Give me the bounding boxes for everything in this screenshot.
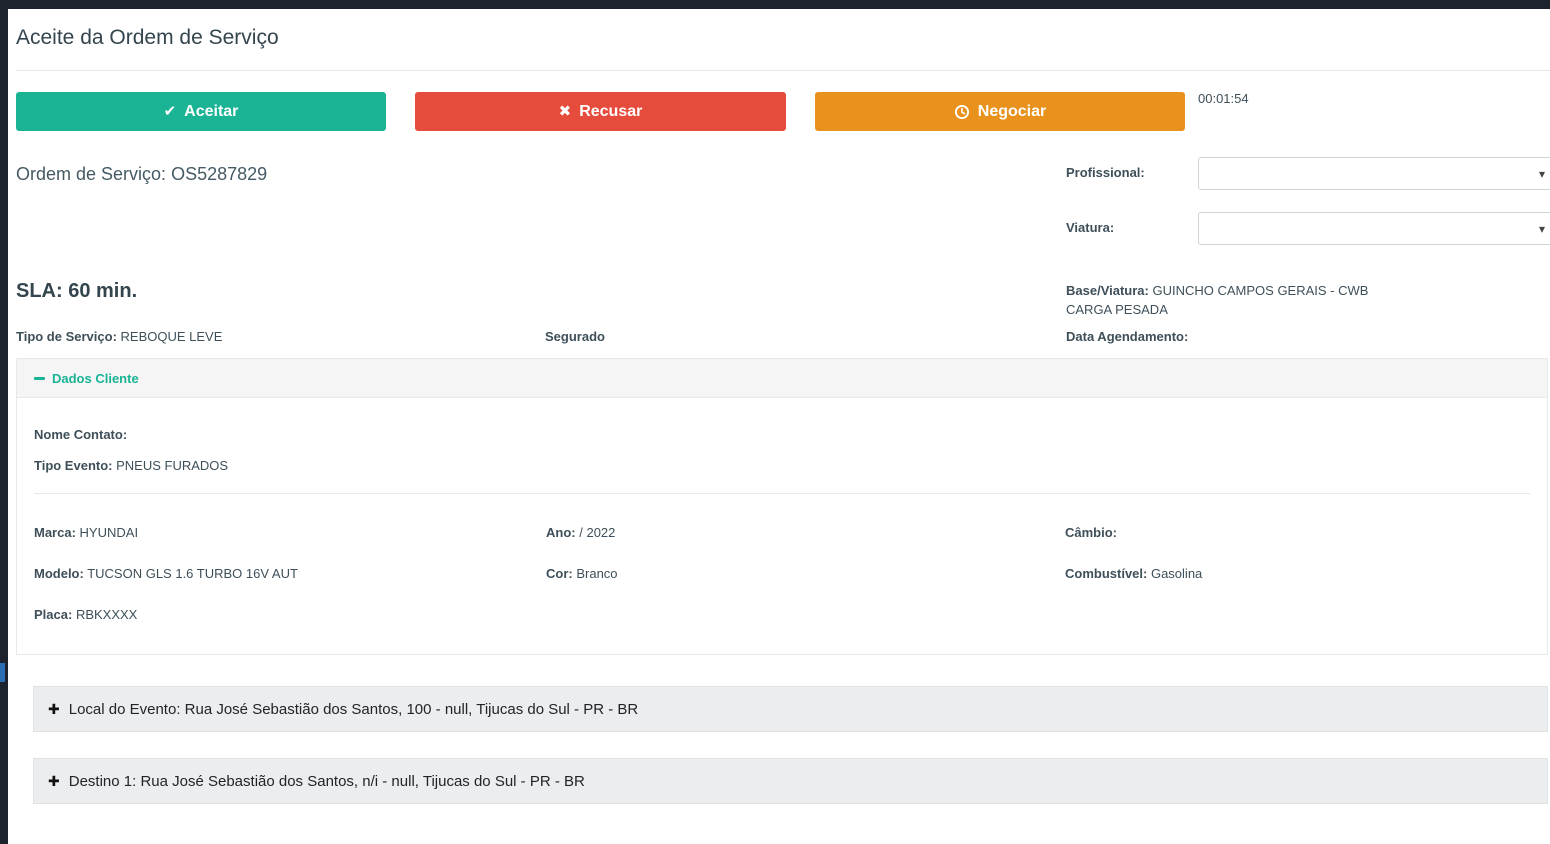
marca-value: HYUNDAI <box>79 525 139 540</box>
x-icon: ✖ <box>558 103 572 120</box>
ano-label: Ano: <box>546 525 576 540</box>
service-order-accept-modal: Aceite da Ordem de Serviço ✔ Aceitar ✖ R… <box>8 9 1550 844</box>
dados-cliente-panel: Dados Cliente Nome Contato: Tipo Evento:… <box>16 358 1548 655</box>
combustivel-label: Combustível: <box>1065 566 1148 581</box>
minus-icon <box>34 376 45 380</box>
tipo-evento-value: PNEUS FURADOS <box>116 458 229 473</box>
tipo-servico-field: Tipo de Serviço: REBOQUE LEVE <box>16 329 222 344</box>
local-evento-text: Local do Evento: Rua José Sebastião dos … <box>69 701 639 718</box>
professional-label: Profissional: <box>1066 165 1145 180</box>
placa-label: Placa: <box>34 607 73 622</box>
data-agendamento-field: Data Agendamento: <box>1066 329 1188 344</box>
ano-field: Ano: / 2022 <box>546 525 615 540</box>
marca-label: Marca: <box>34 525 76 540</box>
cor-label: Cor: <box>546 566 573 581</box>
marca-field: Marca: HYUNDAI <box>34 525 138 540</box>
cambio-field: Câmbio: <box>1065 525 1117 540</box>
check-icon: ✔ <box>163 103 177 120</box>
page-title: Aceite da Ordem de Serviço <box>16 26 279 49</box>
modelo-field: Modelo: TUCSON GLS 1.6 TURBO 16V AUT <box>34 566 298 581</box>
combustivel-field: Combustível: Gasolina <box>1065 566 1202 581</box>
vehicle-select[interactable]: ▾ <box>1198 212 1550 245</box>
tipo-servico-label: Tipo de Serviço: <box>16 329 117 344</box>
cor-field: Cor: Branco <box>546 566 618 581</box>
ano-value: / 2022 <box>579 525 616 540</box>
destino1-value: Rua José Sebastião dos Santos, n/i - nul… <box>140 772 585 790</box>
clock-icon <box>954 104 970 120</box>
base-viatura-value: GUINCHO CAMPOS GERAIS - CWB CARGA PESADA <box>1066 283 1369 317</box>
combustivel-value: Gasolina <box>1150 566 1203 581</box>
base-viatura-label: Base/Viatura: <box>1066 283 1149 298</box>
professional-select[interactable]: ▾ <box>1198 157 1550 190</box>
data-agendamento-label: Data Agendamento: <box>1066 329 1189 344</box>
plus-icon: ✚ <box>48 773 60 789</box>
chevron-down-icon: ▾ <box>1538 166 1545 181</box>
chevron-down-icon: ▾ <box>1538 221 1545 236</box>
sla-text: SLA: 60 min. <box>16 280 138 302</box>
background-page-accent <box>0 663 5 682</box>
refuse-button[interactable]: ✖ Recusar <box>415 92 786 131</box>
destino1-text: Destino 1: Rua José Sebastião dos Santos… <box>69 773 585 790</box>
title-divider <box>16 70 1550 71</box>
modelo-value: TUCSON GLS 1.6 TURBO 16V AUT <box>87 566 298 581</box>
order-number-line: Ordem de Serviço: OS5287829 <box>16 164 267 185</box>
negotiate-button[interactable]: Negociar <box>815 92 1185 131</box>
cambio-label: Câmbio: <box>1065 525 1117 540</box>
panel-divider <box>34 493 1530 494</box>
refuse-button-label: Recusar <box>579 102 643 120</box>
dados-cliente-title: Dados Cliente <box>52 370 139 386</box>
placa-value: RBKXXXX <box>75 607 138 622</box>
cor-value: Branco <box>576 566 618 581</box>
destino1-accordion[interactable]: ✚ Destino 1: Rua José Sebastião dos Sant… <box>33 758 1548 804</box>
placa-field: Placa: RBKXXXX <box>34 607 137 622</box>
dados-cliente-panel-header[interactable]: Dados Cliente <box>17 359 1547 398</box>
nome-contato-field: Nome Contato: <box>34 427 127 442</box>
countdown-timer: 00:01:54 <box>1198 91 1249 106</box>
modelo-label: Modelo: <box>34 566 84 581</box>
segurado-label: Segurado <box>545 329 605 344</box>
tipo-servico-value: REBOQUE LEVE <box>120 329 223 344</box>
nome-contato-label: Nome Contato: <box>34 427 128 442</box>
vehicle-label: Viatura: <box>1066 220 1115 235</box>
plus-icon: ✚ <box>48 701 60 717</box>
tipo-evento-label: Tipo Evento: <box>34 458 113 473</box>
destino1-label: Destino 1: <box>68 772 137 790</box>
order-number-value: OS5287829 <box>171 164 268 184</box>
negotiate-button-label: Negociar <box>977 102 1047 120</box>
local-evento-accordion[interactable]: ✚ Local do Evento: Rua José Sebastião do… <box>33 686 1548 732</box>
local-evento-label: Local do Evento: <box>68 700 181 718</box>
accept-button[interactable]: ✔ Aceitar <box>16 92 386 131</box>
accept-button-label: Aceitar <box>184 102 239 120</box>
base-viatura-field: Base/Viatura: GUINCHO CAMPOS GERAIS - CW… <box>1066 281 1400 319</box>
tipo-evento-field: Tipo Evento: PNEUS FURADOS <box>34 458 228 473</box>
order-number-label: Ordem de Serviço: <box>16 164 167 184</box>
local-evento-value: Rua José Sebastião dos Santos, 100 - nul… <box>184 700 639 718</box>
